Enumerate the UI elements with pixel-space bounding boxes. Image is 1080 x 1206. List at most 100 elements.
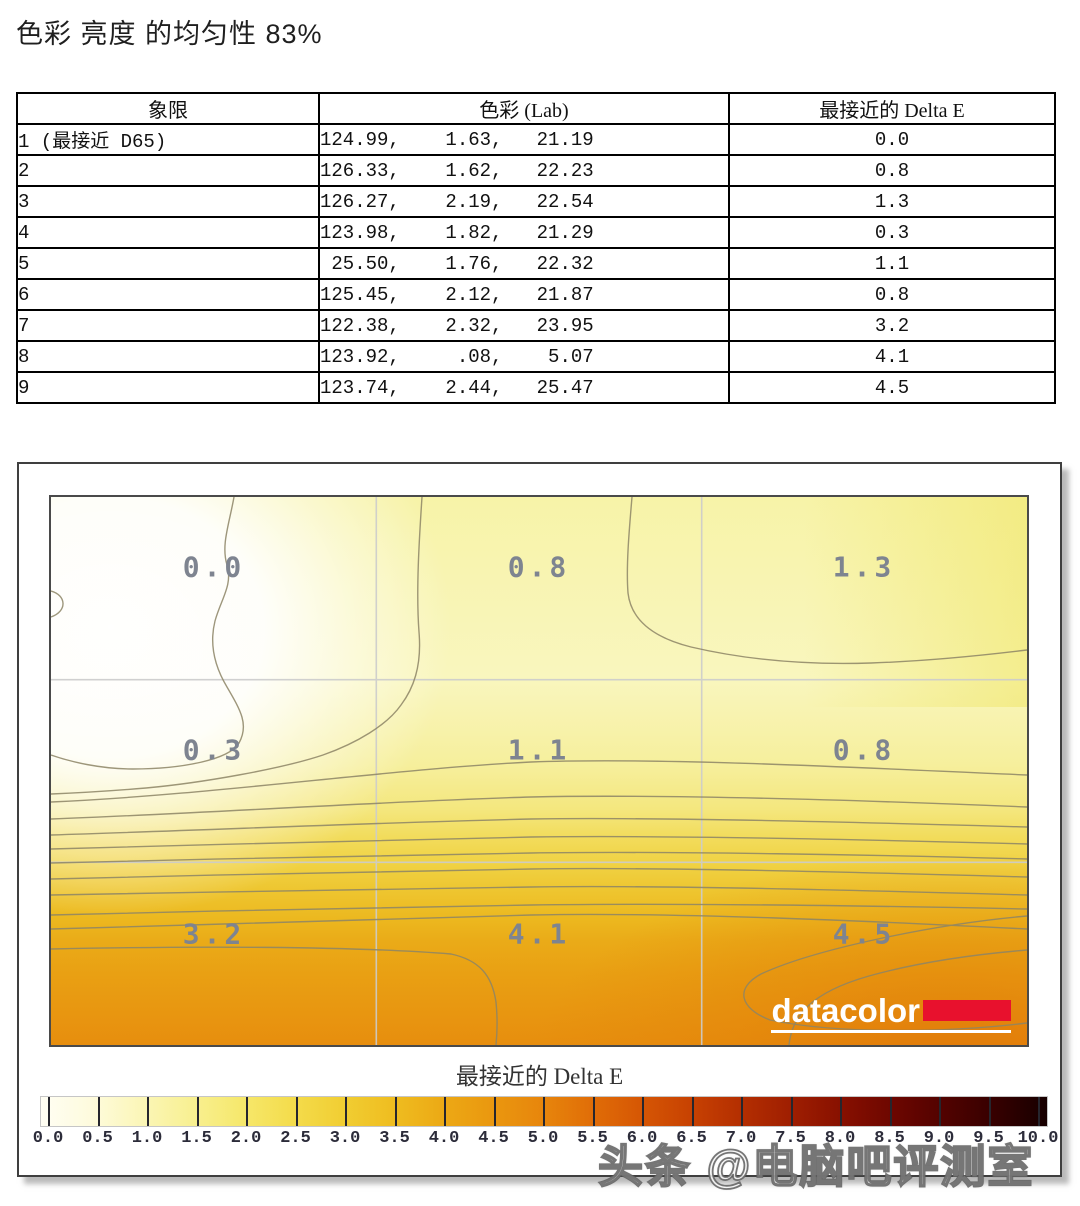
table-row: 7 122.38, 2.32, 23.95 3.2	[16, 309, 1056, 342]
quadrant-cell: 1 (最接近 D65)	[16, 123, 320, 156]
delta-e-cell: 1.3	[728, 185, 1056, 218]
colorbar-tick-label: 7.5	[775, 1129, 806, 1148]
cell-label: 0.3	[182, 733, 246, 767]
colorbar-tick-mark	[939, 1097, 941, 1126]
colorbar-tick-label: 6.0	[626, 1129, 658, 1148]
datacolor-underline	[771, 1030, 1011, 1033]
table-row: 3 126.27, 2.19, 22.54 1.3	[16, 185, 1056, 218]
colorbar-tick-mark	[592, 1097, 595, 1126]
table-row: 5 25.50, 1.76, 22.32 1.1	[16, 247, 1056, 280]
uniformity-table: 象限 色彩 (Lab) 最接近的 Delta E 1 (最接近 D65) 124…	[16, 92, 1056, 404]
table-row: 9 123.74, 2.44, 25.47 4.5	[16, 371, 1056, 404]
lab-cell: 123.92, .08, 5.07	[318, 340, 730, 373]
colorbar-tick-mark	[840, 1097, 842, 1126]
delta-e-cell: 4.5	[728, 371, 1056, 404]
colorbar-tick-label: 8.5	[874, 1129, 905, 1148]
colorbar-tick-mark	[493, 1097, 496, 1126]
colorbar-tick-label: 9.0	[923, 1129, 955, 1148]
cell-label: 0.8	[507, 550, 571, 584]
colorbar-tick-label: 0.5	[82, 1129, 113, 1148]
cell-label: 0.8	[832, 733, 896, 767]
colorbar-tick-label: 10.0	[1017, 1129, 1059, 1148]
colorbar-tick-label: 3.0	[329, 1129, 361, 1148]
colorbar-tick-mark	[246, 1097, 248, 1126]
table-row: 1 (最接近 D65) 124.99, 1.63, 21.19 0.0	[16, 123, 1056, 156]
colorbar-tick-label: 6.5	[676, 1129, 707, 1148]
table-header-quadrant: 象限	[16, 92, 320, 125]
colorbar-tick-mark	[345, 1097, 347, 1126]
colorbar-tick-mark	[48, 1097, 50, 1126]
colorbar-tick-mark	[642, 1097, 644, 1126]
datacolor-red-bar	[923, 1000, 1011, 1021]
watermark: 头条 @电脑吧评测室	[597, 1140, 1035, 1193]
colorbar-tick-mark	[97, 1097, 100, 1126]
quadrant-cell: 3	[16, 185, 320, 218]
quadrant-cell: 4	[16, 216, 320, 249]
table-row: 2 126.33, 1.62, 22.23 0.8	[16, 154, 1056, 187]
colorbar-tick-mark	[147, 1097, 149, 1126]
lab-cell: 125.45, 2.12, 21.87	[318, 278, 730, 311]
colorbar-tick-label: 2.5	[280, 1129, 311, 1148]
colorbar-labels: 0.0 0.5 1.0 1.5 2.0 2.5 3.0 3.5 4.0 4.5 …	[33, 1129, 1059, 1151]
cell-label: 0.0	[182, 550, 246, 584]
contour-plot: 0.0 0.8 1.3 0.3 1.1 0.8 3.2 4.1 4.5 data…	[49, 495, 1029, 1047]
colorbar-tick-label: 1.5	[181, 1129, 212, 1148]
quadrant-cell: 5	[16, 247, 320, 280]
cell-label: 3.2	[182, 917, 246, 951]
colorbar-tick-mark	[196, 1097, 199, 1126]
table-header-delta-e: 最接近的 Delta E	[728, 92, 1056, 125]
table-header-row: 象限 色彩 (Lab) 最接近的 Delta E	[16, 92, 1056, 125]
colorbar-tick-mark	[741, 1097, 743, 1126]
delta-e-cell: 0.0	[728, 123, 1056, 156]
table-row: 6 125.45, 2.12, 21.87 0.8	[16, 278, 1056, 311]
lab-cell: 123.74, 2.44, 25.47	[318, 371, 730, 404]
colorbar-tick-mark	[444, 1097, 446, 1126]
colorbar-tick-mark	[1038, 1097, 1040, 1126]
lab-cell: 124.99, 1.63, 21.19	[318, 123, 730, 156]
colorbar-tick-mark	[691, 1097, 694, 1126]
colorbar-ticks	[48, 1097, 1040, 1126]
datacolor-wordmark: datacolor	[771, 992, 920, 1029]
colorbar-tick-mark	[543, 1097, 545, 1126]
quadrant-cell: 9	[16, 371, 320, 404]
delta-e-cell: 0.8	[728, 278, 1056, 311]
colorbar-tick-label: 5.5	[577, 1129, 608, 1148]
colorbar-tick-label: 9.5	[973, 1129, 1004, 1148]
colorbar-tick-label: 8.0	[824, 1129, 856, 1148]
lab-cell: 126.33, 1.62, 22.23	[318, 154, 730, 187]
quadrant-cell: 6	[16, 278, 320, 311]
lab-cell: 123.98, 1.82, 21.29	[318, 216, 730, 249]
delta-e-cell: 0.8	[728, 154, 1056, 187]
quadrant-cell: 7	[16, 309, 320, 342]
colorbar-tick-mark	[295, 1097, 298, 1126]
colorbar-tick-label: 3.5	[379, 1129, 410, 1148]
contour-lines	[51, 497, 1027, 1045]
colorbar-tick-label: 4.5	[478, 1129, 509, 1148]
colorbar-tick-label: 7.0	[725, 1129, 757, 1148]
delta-e-cell: 3.2	[728, 309, 1056, 342]
colorbar-tick-label: 5.0	[527, 1129, 559, 1148]
page-title: 色彩 亮度 的均匀性 83%	[16, 19, 323, 49]
colorbar-tick-label: 2.0	[230, 1129, 262, 1148]
colorbar-tick-mark	[790, 1097, 793, 1126]
datacolor-logo: datacolor	[771, 994, 1011, 1033]
quadrant-cell: 2	[16, 154, 320, 187]
lab-cell: 122.38, 2.32, 23.95	[318, 309, 730, 342]
delta-e-cell: 0.3	[728, 216, 1056, 249]
contour-svg	[51, 497, 1027, 1045]
colorbar-tick-mark	[988, 1097, 991, 1126]
delta-e-cell: 4.1	[728, 340, 1056, 373]
lab-cell: 25.50, 1.76, 22.32	[318, 247, 730, 280]
table-row: 8 123.92, .08, 5.07 4.1	[16, 340, 1056, 373]
cell-label: 4.5	[832, 917, 896, 951]
colorbar-tick-mark	[394, 1097, 397, 1126]
colorbar-tick-label: 4.0	[428, 1129, 460, 1148]
grid-lines	[51, 497, 1027, 1045]
cell-label: 1.1	[507, 733, 571, 767]
colorbar-tick-label: 0.0	[32, 1129, 64, 1148]
quadrant-cell: 8	[16, 340, 320, 373]
colorbar	[40, 1096, 1048, 1127]
delta-e-cell: 1.1	[728, 247, 1056, 280]
table-header-lab: 色彩 (Lab)	[318, 92, 730, 125]
